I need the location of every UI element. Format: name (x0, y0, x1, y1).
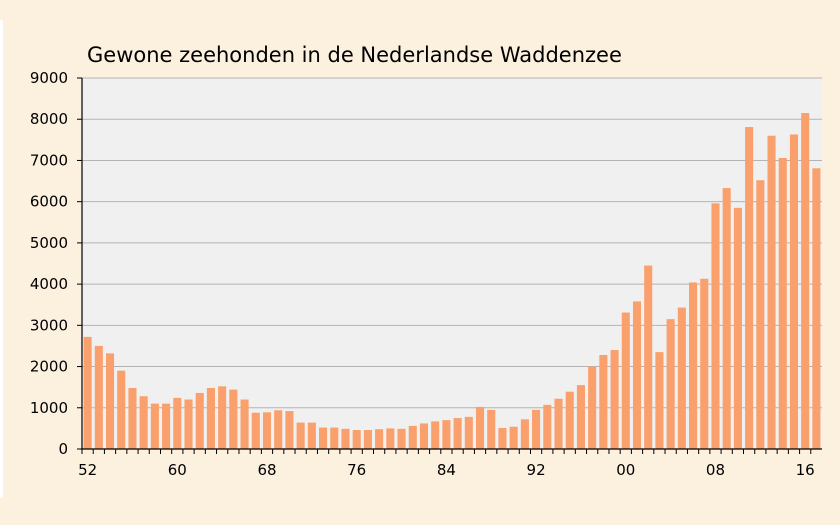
y-tick-label: 1000 (30, 399, 68, 417)
bar-1977 (363, 430, 372, 449)
bar-2006 (689, 282, 698, 449)
chart-title: Gewone zeehonden in de Nederlandse Wadde… (87, 43, 622, 67)
bar-1964 (218, 386, 227, 449)
x-tick-label: 68 (257, 461, 276, 479)
y-tick-label: 5000 (30, 234, 68, 252)
bar-1960 (173, 397, 182, 449)
bar-1991 (520, 419, 529, 449)
bars (83, 113, 821, 450)
bar-1974 (330, 427, 339, 449)
bar-2003 (655, 352, 664, 449)
bar-1996 (576, 385, 585, 449)
bar-1992 (532, 409, 541, 449)
bar-2007 (700, 278, 709, 449)
x-tick-label: 60 (168, 461, 187, 479)
gridlines (82, 77, 822, 409)
bar-1994 (554, 398, 563, 449)
bar-1985 (453, 418, 462, 449)
y-tick-label: 2000 (30, 358, 68, 376)
x-tick-label: 76 (347, 461, 366, 479)
bar-2013 (767, 135, 776, 449)
x-tick-label: 84 (437, 461, 456, 479)
bar-1970 (285, 411, 294, 449)
bar-1990 (509, 426, 518, 449)
bar-2012 (756, 180, 765, 450)
bar-2016 (801, 113, 810, 449)
bar-1954 (105, 353, 115, 449)
bar-1973 (319, 427, 328, 449)
page-border-left (0, 20, 3, 498)
bar-2010 (733, 207, 742, 449)
bar-1956 (128, 387, 137, 449)
bar-2009 (722, 188, 731, 449)
axes (77, 77, 822, 454)
bar-1952 (83, 336, 92, 449)
bar-1980 (397, 428, 406, 449)
y-tick-label: 6000 (30, 193, 68, 211)
bar-1962 (195, 392, 204, 449)
bar-2004 (666, 319, 675, 449)
bar-1966 (240, 399, 249, 449)
bar-1995 (565, 391, 574, 449)
bar-1983 (431, 421, 440, 449)
bar-1953 (94, 345, 103, 449)
y-tick-label: 3000 (30, 316, 68, 334)
bar-2005 (677, 307, 686, 449)
x-tick-label: 16 (796, 461, 815, 479)
bar-1967 (251, 412, 260, 449)
bar-2014 (778, 157, 787, 449)
bar-1968 (262, 412, 272, 449)
bar-1969 (274, 410, 283, 449)
y-tick-label: 7000 (30, 151, 68, 169)
bar-1963 (206, 387, 215, 449)
bar-1993 (543, 404, 552, 449)
bar-2002 (644, 265, 653, 449)
y-tick-label: 8000 (30, 110, 68, 128)
bar-1984 (442, 420, 451, 449)
bar-1976 (352, 430, 361, 449)
x-tick-labels: 52 60 68 76 84 92 00 08 16 (78, 461, 815, 479)
bar-1979 (386, 428, 395, 449)
bar-1971 (296, 422, 305, 449)
bar-1986 (464, 416, 473, 449)
bar-1987 (475, 406, 485, 449)
bar-2000 (621, 312, 630, 449)
bar-1999 (610, 350, 619, 449)
bar-2001 (632, 301, 642, 449)
y-tick-label: 0 (58, 440, 68, 458)
x-tick-label: 08 (706, 461, 725, 479)
plot-area (82, 78, 822, 449)
x-tick-label: 92 (527, 461, 546, 479)
bar-1957 (139, 396, 148, 449)
bar-2017 (812, 168, 821, 449)
y-tick-labels: 0 1000 2000 3000 4000 5000 6000 7000 8000 9000 (30, 69, 68, 458)
bar-1981 (408, 425, 417, 449)
bar-1961 (184, 399, 193, 449)
bar-1959 (162, 403, 171, 449)
bar-1955 (117, 370, 126, 449)
y-tick-label: 9000 (30, 69, 68, 87)
bar-1978 (375, 429, 384, 449)
x-tick-label: 00 (616, 461, 635, 479)
bar-2015 (789, 134, 798, 449)
bar-1988 (487, 409, 496, 449)
bar-1972 (307, 422, 316, 449)
y-tick-label: 4000 (30, 275, 68, 293)
x-tick-label: 52 (78, 461, 97, 479)
bar-1958 (150, 403, 159, 449)
bar-1997 (588, 366, 597, 449)
bar-1965 (229, 389, 238, 449)
bar-1975 (341, 428, 350, 449)
bar-1998 (599, 355, 608, 449)
bar-2011 (745, 127, 754, 450)
bar-2008 (711, 203, 720, 449)
bar-1982 (419, 423, 428, 449)
bar-1989 (498, 427, 507, 449)
